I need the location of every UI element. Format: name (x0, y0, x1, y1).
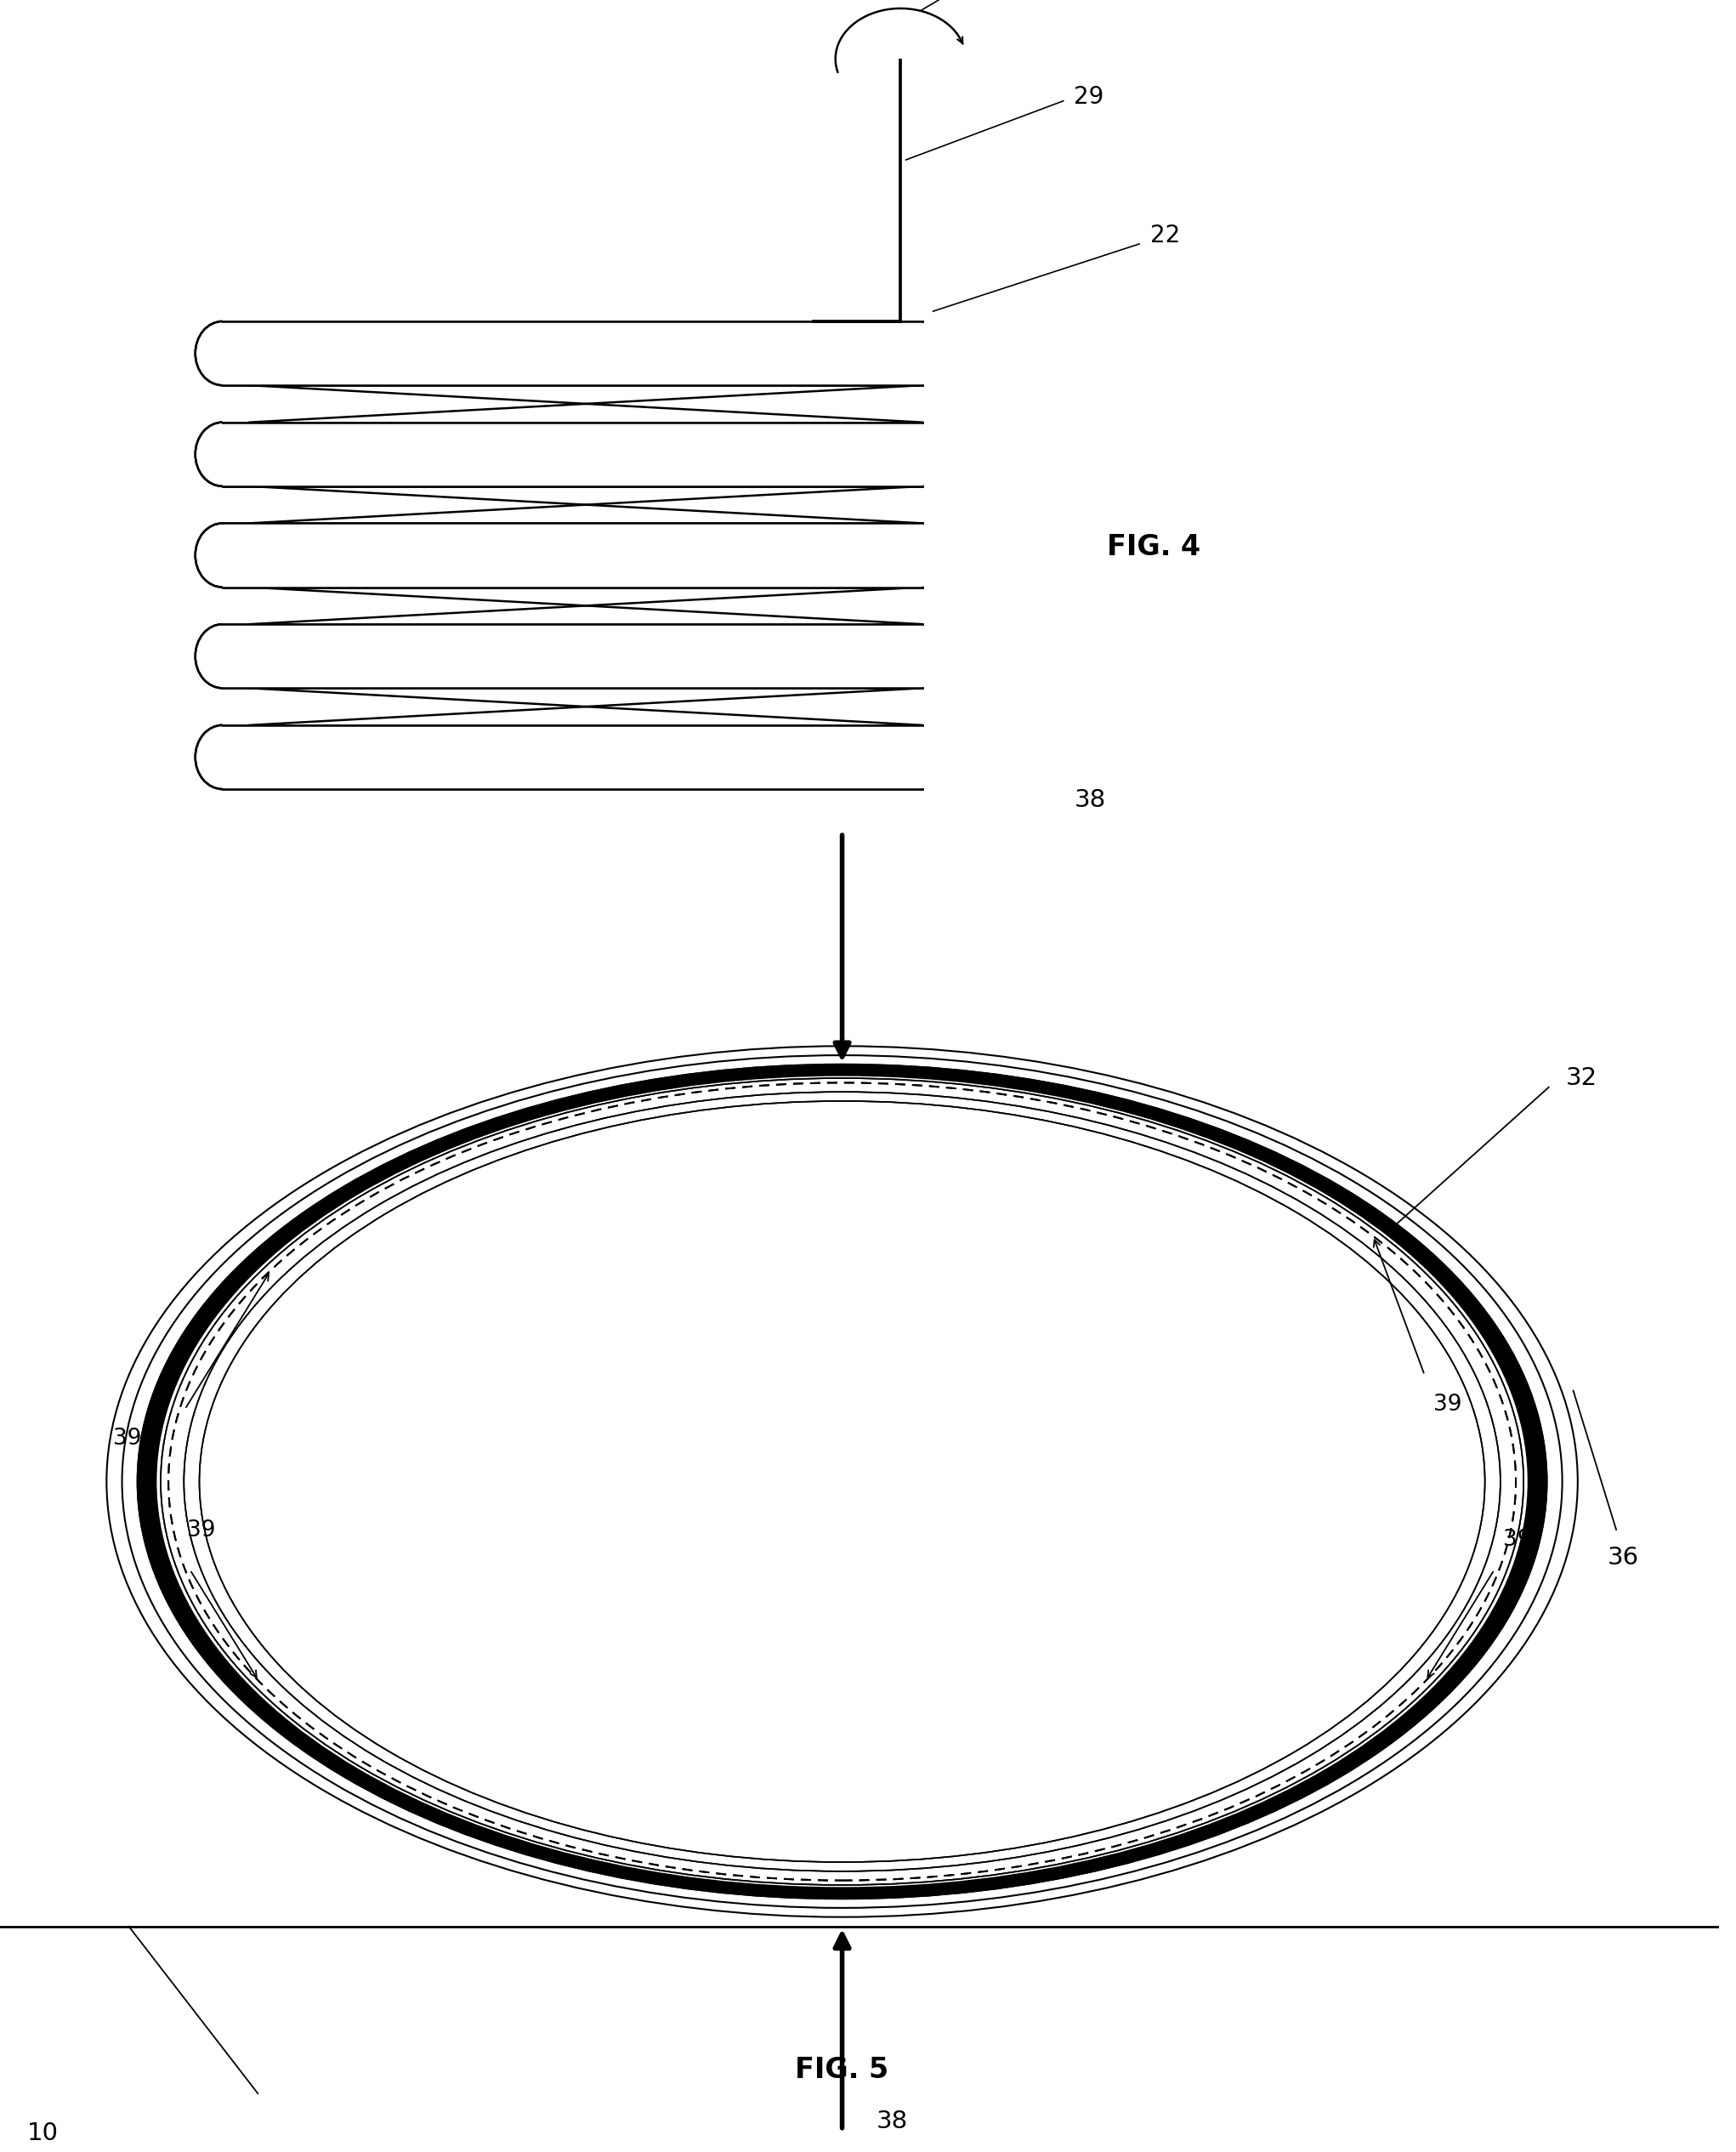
Ellipse shape (168, 1082, 1516, 1881)
FancyBboxPatch shape (222, 523, 922, 587)
Ellipse shape (148, 1070, 1538, 1894)
FancyBboxPatch shape (222, 422, 922, 486)
Text: 39: 39 (1434, 1394, 1462, 1416)
Text: 32: 32 (1566, 1065, 1597, 1089)
FancyBboxPatch shape (222, 624, 922, 689)
Ellipse shape (184, 1091, 1500, 1872)
Ellipse shape (137, 1065, 1547, 1898)
FancyBboxPatch shape (222, 321, 922, 385)
FancyBboxPatch shape (222, 523, 922, 587)
Text: 36: 36 (1608, 1545, 1639, 1569)
Text: 29: 29 (1075, 84, 1104, 108)
FancyBboxPatch shape (222, 422, 922, 486)
Ellipse shape (122, 1054, 1562, 1909)
Ellipse shape (156, 1076, 1528, 1887)
FancyBboxPatch shape (222, 725, 922, 790)
Ellipse shape (200, 1102, 1484, 1861)
FancyBboxPatch shape (222, 624, 922, 689)
Text: 22: 22 (1149, 224, 1180, 247)
Text: 38: 38 (877, 2109, 908, 2133)
FancyBboxPatch shape (222, 321, 922, 385)
Text: 39: 39 (113, 1427, 142, 1450)
Ellipse shape (137, 1065, 1547, 1898)
Text: FIG. 5: FIG. 5 (795, 2055, 889, 2083)
Text: FIG. 4: FIG. 4 (1108, 534, 1200, 562)
Text: 38: 38 (1075, 788, 1106, 811)
Text: 39: 39 (187, 1519, 215, 1543)
Text: 39: 39 (1503, 1530, 1531, 1552)
Ellipse shape (156, 1076, 1528, 1887)
FancyBboxPatch shape (222, 725, 922, 790)
Text: 10: 10 (28, 2122, 59, 2146)
